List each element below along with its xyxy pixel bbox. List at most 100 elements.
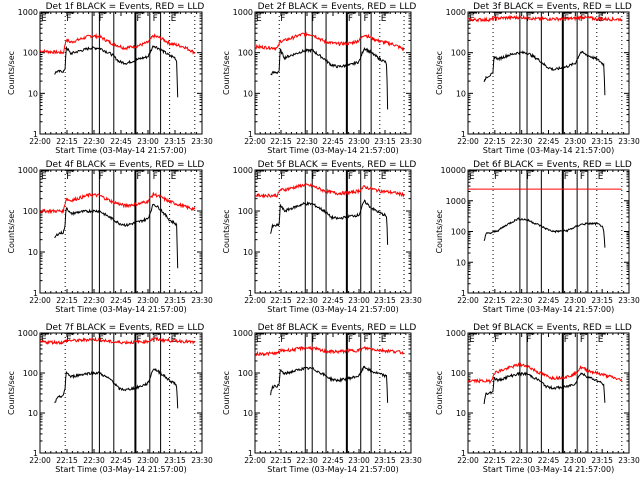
- panel-det-5f: Det 5f BLACK = Events, RED = LLD 1 10 100 10…: [222, 160, 422, 314]
- y-axis-label: Counts/sec: [435, 209, 444, 253]
- marker-label: F: [363, 172, 368, 182]
- marker-label: E: [381, 14, 387, 24]
- marker-label: E: [256, 14, 262, 24]
- x-tick-label: 22:45: [322, 137, 344, 146]
- marker-label: F: [99, 14, 104, 24]
- y-tick-label: 10000: [441, 166, 466, 175]
- y-tick-label: 10: [456, 409, 466, 418]
- x-tick-label: 23:00: [565, 137, 587, 146]
- y-tick-label: 1: [248, 130, 253, 139]
- panel-title: Det 4f BLACK = Events, RED = LLD: [46, 160, 205, 170]
- y-tick-label: 1000: [446, 197, 466, 206]
- y-tick-label: 100: [23, 207, 38, 216]
- marker-label: F: [564, 335, 569, 345]
- y-axis-label: Counts/sec: [222, 51, 231, 95]
- x-axis-label: Start Time (03-May-14 21:57:00): [55, 305, 186, 314]
- x-tick-label: 22:30: [511, 296, 533, 305]
- x-tick-label: 23:30: [618, 456, 640, 465]
- y-tick-label: 10: [456, 89, 466, 98]
- y-tick-label: 10: [28, 89, 38, 98]
- y-tick-label: 100: [451, 49, 466, 58]
- x-tick-label: 22:15: [56, 456, 78, 465]
- x-tick-label: 23:00: [137, 296, 159, 305]
- x-tick-label: 22:15: [56, 137, 78, 146]
- x-tick-label: 22:00: [29, 456, 51, 465]
- x-tick-label: 22:00: [457, 296, 479, 305]
- panel-title: Det 6f BLACK = Events, RED = LLD: [473, 160, 632, 170]
- x-axis-label: Start Time (03-May-14 21:57:00): [483, 146, 614, 155]
- x-tick-label: 22:45: [322, 456, 344, 465]
- plot-frame: [254, 11, 412, 135]
- x-tick-label: 22:15: [484, 456, 506, 465]
- x-tick-label: 22:45: [538, 296, 560, 305]
- panel-det-7f: Det 7f BLACK = Events, RED = LLD 1 10 100 10…: [7, 323, 213, 474]
- y-axis-label: Counts/sec: [7, 209, 16, 253]
- y-tick-label: 1: [33, 449, 38, 458]
- lld-series-red: [254, 31, 405, 52]
- marker-label: E: [171, 172, 177, 182]
- y-tick-label: 1000: [446, 329, 466, 338]
- marker-label: F: [564, 172, 569, 182]
- marker-label: F: [153, 172, 158, 182]
- x-tick-label: 22:45: [110, 296, 132, 305]
- y-axis-label: Counts/sec: [7, 371, 16, 415]
- marker-label: E: [41, 14, 47, 24]
- marker-label: E: [598, 172, 604, 182]
- panel-title: Det 5f BLACK = Events, RED = LLD: [258, 160, 417, 170]
- marker-label: F: [526, 172, 531, 182]
- lld-series-red: [39, 32, 196, 55]
- x-axis-label: Start Time (03-May-14 21:57:00): [267, 305, 398, 314]
- y-tick-label: 1: [248, 449, 253, 458]
- x-axis-label: Start Time (03-May-14 21:57:00): [483, 465, 614, 474]
- x-tick-label: 22:30: [296, 296, 318, 305]
- y-tick-label: 100: [238, 49, 253, 58]
- x-tick-label: 23:00: [565, 456, 587, 465]
- marker-label: F: [153, 14, 158, 24]
- x-tick-label: 23:30: [618, 137, 640, 146]
- events-series-black: [270, 199, 389, 245]
- lld-series-red: [39, 336, 196, 346]
- x-tick-label: 23:15: [374, 456, 396, 465]
- marker-label: E: [469, 172, 475, 182]
- marker-label: E: [256, 172, 262, 182]
- y-tick-label: 100: [451, 369, 466, 378]
- y-tick-label: 1000: [446, 8, 466, 17]
- y-tick-label: 100: [238, 369, 253, 378]
- x-tick-label: 22:00: [244, 296, 266, 305]
- lld-series-red: [254, 182, 405, 199]
- y-tick-label: 1000: [233, 8, 253, 17]
- events-series-black: [54, 45, 179, 98]
- marker-label: F: [348, 335, 353, 345]
- y-tick-label: 1: [461, 289, 466, 298]
- x-tick-label: 23:15: [591, 137, 613, 146]
- y-tick-label: 1000: [18, 166, 38, 175]
- y-tick-label: 10: [243, 248, 253, 257]
- marker-label: E: [256, 335, 262, 345]
- y-tick-label: 10: [28, 248, 38, 257]
- x-tick-label: 22:15: [270, 296, 292, 305]
- y-tick-label: 1: [461, 449, 466, 458]
- x-axis-label: Start Time (03-May-14 21:57:00): [55, 465, 186, 474]
- x-tick-label: 22:45: [538, 137, 560, 146]
- panel-title: Det 8f BLACK = Events, RED = LLD: [258, 323, 417, 333]
- x-tick-label: 22:00: [244, 137, 266, 146]
- x-tick-label: 22:30: [296, 456, 318, 465]
- panel-det-4f: Det 4f BLACK = Events, RED = LLD 1 10 100 10…: [7, 160, 213, 314]
- y-tick-label: 1000: [233, 166, 253, 175]
- events-series-black: [483, 217, 606, 248]
- marker-label: E: [381, 335, 387, 345]
- marker-label: F: [66, 14, 71, 24]
- marker-label: E: [469, 335, 475, 345]
- marker-label: F: [311, 335, 316, 345]
- marker-label: F: [526, 335, 531, 345]
- marker-label: E: [598, 335, 604, 345]
- events-series-black: [483, 371, 606, 405]
- x-tick-label: 23:00: [137, 137, 159, 146]
- plot-frame: [467, 332, 630, 454]
- panel-title: Det 2f BLACK = Events, RED = LLD: [258, 2, 417, 12]
- panel-det-9f: Det 9f BLACK = Events, RED = LLD 1 10 100 10…: [435, 323, 640, 474]
- x-tick-label: 23:15: [164, 137, 186, 146]
- marker-label: F: [280, 14, 285, 24]
- x-tick-label: 22:45: [322, 296, 344, 305]
- lld-series-red: [467, 14, 623, 23]
